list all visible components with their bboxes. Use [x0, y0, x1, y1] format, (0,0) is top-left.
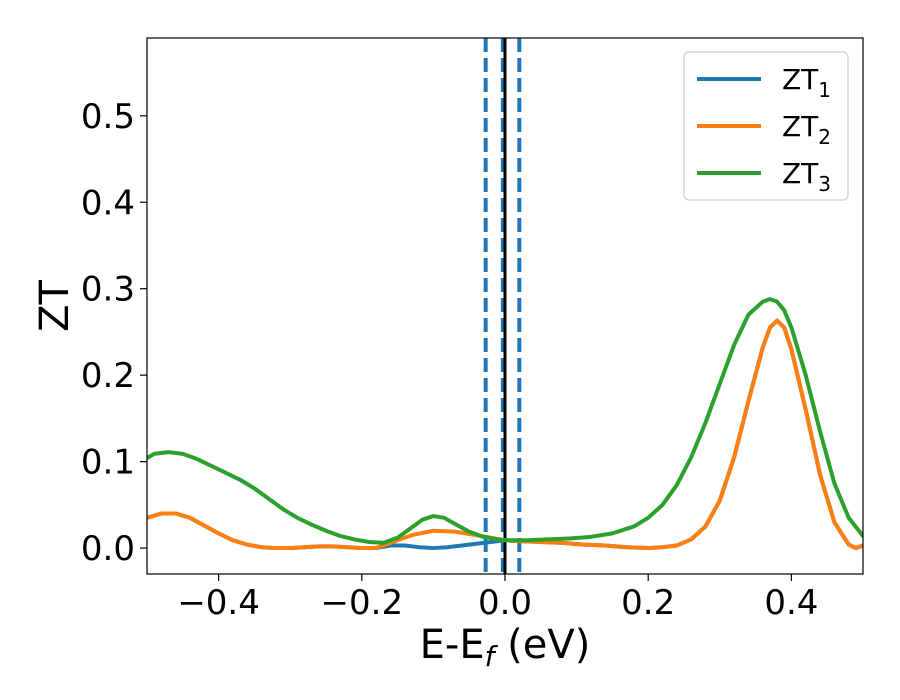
x-tick-label-4: 0.4: [764, 583, 818, 623]
x-tick-label-2: 0.0: [478, 583, 532, 623]
reference-lines: [483, 38, 522, 574]
series-lines: [147, 297, 863, 551]
x-tick-label-1: −0.2: [321, 583, 404, 623]
legend: ZT1 ZT2 ZT3: [683, 51, 849, 201]
x-axis-label-tail: (eV): [494, 622, 590, 668]
x-axis: −0.4 −0.2 0.0 0.2 0.4: [177, 574, 818, 623]
y-tick-label-0: 0.0: [81, 529, 135, 569]
y-tick-label-5: 0.5: [81, 97, 135, 137]
x-tick-label-3: 0.2: [621, 583, 675, 623]
legend-label-zt2: ZT2: [782, 110, 831, 149]
y-tick-label-1: 0.1: [81, 443, 135, 483]
x-axis-label-main: E-E: [420, 622, 485, 668]
y-axis-label: ZT: [32, 280, 78, 332]
x-tick-label-0: −0.4: [177, 583, 260, 623]
legend-label-zt3: ZT3: [782, 157, 831, 196]
legend-frame: [683, 51, 849, 201]
x-axis-label: E-Ef (eV): [420, 622, 591, 673]
y-axis: 0.0 0.1 0.2 0.3 0.4 0.5: [81, 97, 147, 569]
legend-label-zt1: ZT1: [782, 63, 831, 102]
y-tick-label-3: 0.3: [81, 270, 135, 310]
series-line-zt3: [147, 297, 863, 545]
y-tick-label-2: 0.2: [81, 356, 135, 396]
y-tick-label-4: 0.4: [81, 183, 135, 223]
